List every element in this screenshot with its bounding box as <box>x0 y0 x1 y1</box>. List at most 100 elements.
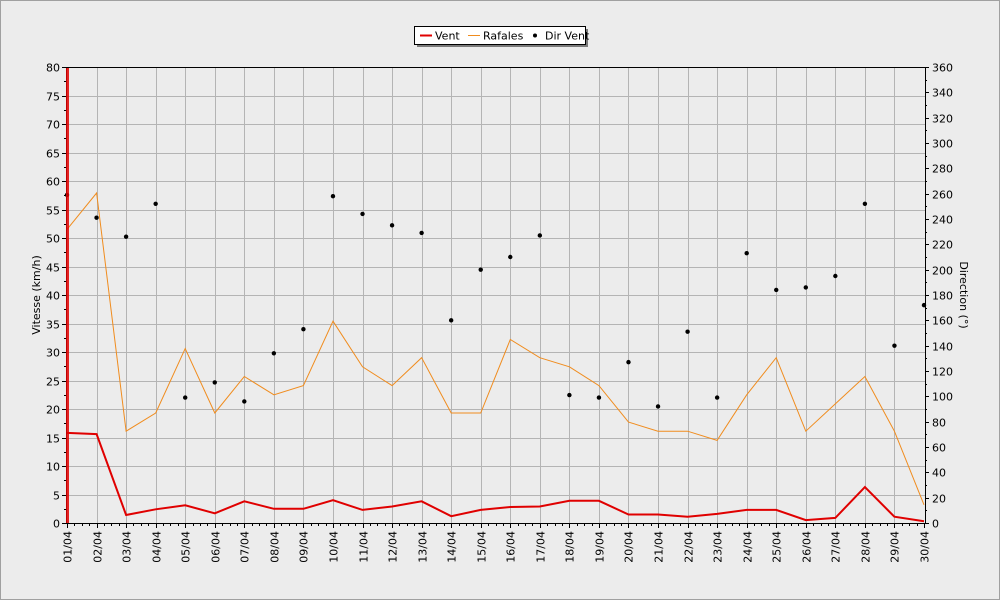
x-tick-label: 26/04 <box>801 531 814 563</box>
y2-tick-label: 40 <box>932 467 946 480</box>
x-tick-label: 07/04 <box>239 531 252 563</box>
x-tick-label: 28/04 <box>860 531 873 563</box>
x-tick-label: 29/04 <box>889 531 902 563</box>
y-tick-label: 25 <box>46 376 60 389</box>
data-point-dir-vent <box>478 267 483 272</box>
y2-tick-label: 240 <box>932 214 953 227</box>
y-tick-label: 15 <box>46 433 60 446</box>
y-tick-label: 20 <box>46 404 60 417</box>
y-tick-label: 10 <box>46 461 60 474</box>
legend-swatch-dir-vent <box>533 33 537 38</box>
y-axis-title: Vitesse (km/h) <box>30 255 43 335</box>
data-point-dir-vent <box>892 343 897 348</box>
y-tick-label: 30 <box>46 347 60 360</box>
data-point-dir-vent <box>242 399 247 404</box>
y2-tick-label: 280 <box>932 163 953 176</box>
y2-tick-label: 300 <box>932 138 953 151</box>
y-tick-label: 60 <box>46 176 60 189</box>
data-point-dir-vent <box>833 273 838 279</box>
x-tick-label: 24/04 <box>742 531 755 563</box>
data-point-dir-vent <box>301 327 306 332</box>
x-tick-label: 17/04 <box>535 531 548 563</box>
x-tick-label: 14/04 <box>446 531 459 563</box>
x-tick-label: 20/04 <box>623 531 636 563</box>
data-point-dir-vent <box>153 201 158 206</box>
data-point-dir-vent <box>123 234 129 239</box>
y2-tick-label: 140 <box>932 341 953 354</box>
data-point-dir-vent <box>655 404 661 409</box>
data-point-dir-vent <box>508 254 513 260</box>
data-point-dir-vent <box>862 201 868 206</box>
y-tick-label: 55 <box>46 205 60 218</box>
y2-tick-label: 320 <box>932 113 953 126</box>
x-tick-label: 01/04 <box>62 531 75 563</box>
legend-label-vent: Vent <box>435 30 460 43</box>
legend-box <box>414 26 586 45</box>
x-tick-label: 10/04 <box>328 531 341 563</box>
y-tick-label: 70 <box>46 119 60 132</box>
y2-tick-label: 160 <box>932 315 953 328</box>
x-tick-label: 25/04 <box>771 531 784 563</box>
y2-tick-label: 220 <box>932 239 953 252</box>
x-tick-label: 30/04 <box>919 531 932 563</box>
legend: Vent Rafales Dir Vent <box>414 26 590 47</box>
y2-tick-label: 60 <box>932 442 946 455</box>
x-tick-label: 04/04 <box>151 531 164 563</box>
y2-tick-label: 80 <box>932 417 946 430</box>
y2-tick-label: 260 <box>932 189 953 202</box>
data-point-dir-vent <box>596 395 602 400</box>
x-tick-label: 18/04 <box>564 531 577 563</box>
y-tick-label: 35 <box>46 319 60 332</box>
x-tick-label: 21/04 <box>653 531 666 563</box>
x-tick-label: 13/04 <box>417 531 430 563</box>
y-tick-label: 0 <box>53 518 60 531</box>
data-point-dir-vent <box>448 318 454 323</box>
x-tick-label: 08/04 <box>269 531 282 563</box>
y-tick-label: 80 <box>46 62 60 75</box>
x-tick-label: 15/04 <box>476 531 489 563</box>
data-point-dir-vent <box>183 395 188 400</box>
y2-tick-label: 180 <box>932 290 953 303</box>
data-point-dir-vent <box>921 302 927 308</box>
y2-tick-label: 0 <box>932 518 939 531</box>
series-line-rafales <box>66 191 925 505</box>
x-tick-label: 16/04 <box>505 531 518 563</box>
data-point-dir-vent <box>537 233 543 238</box>
series-line-vent <box>66 431 925 523</box>
data-point-dir-vent <box>330 194 336 199</box>
data-point-dir-vent <box>212 380 217 385</box>
x-tick-label: 27/04 <box>830 531 843 563</box>
data-point-dir-vent <box>803 285 808 290</box>
y-tick-label: 75 <box>46 91 60 104</box>
y2-tick-label: 200 <box>932 265 953 278</box>
x-tick-label: 06/04 <box>210 531 223 563</box>
x-tick-label: 12/04 <box>387 531 400 563</box>
y-tick-label: 50 <box>46 233 60 246</box>
y2-tick-label: 120 <box>932 366 953 379</box>
data-point-dir-vent <box>714 395 720 400</box>
grid <box>66 67 925 524</box>
y-tick-label: 45 <box>46 262 60 275</box>
y2-axis-title: Direction (°) <box>957 261 970 328</box>
data-point-dir-vent <box>271 351 277 356</box>
data-point-dir-vent <box>360 211 365 217</box>
data-point-dir-vent <box>389 223 395 228</box>
x-tick-label: 03/04 <box>121 531 134 563</box>
data-point-dir-vent <box>744 251 749 256</box>
data-point-dir-vent <box>94 215 99 220</box>
data-point-dir-vent <box>774 287 779 293</box>
y-tick-label: 5 <box>53 490 60 503</box>
legend-label-rafales: Rafales <box>483 30 524 43</box>
x-tick-label: 05/04 <box>180 531 193 563</box>
x-tick-label: 09/04 <box>298 531 311 563</box>
y2-tick-label: 340 <box>932 87 953 100</box>
x-tick-label: 22/04 <box>683 531 696 563</box>
y2-tick-label: 100 <box>932 391 953 404</box>
y2-tick-label: 360 <box>932 62 953 75</box>
y2-tick-label: 20 <box>932 493 946 506</box>
y-tick-label: 65 <box>46 148 60 161</box>
series <box>64 68 927 523</box>
y-tick-label: 40 <box>46 290 60 303</box>
